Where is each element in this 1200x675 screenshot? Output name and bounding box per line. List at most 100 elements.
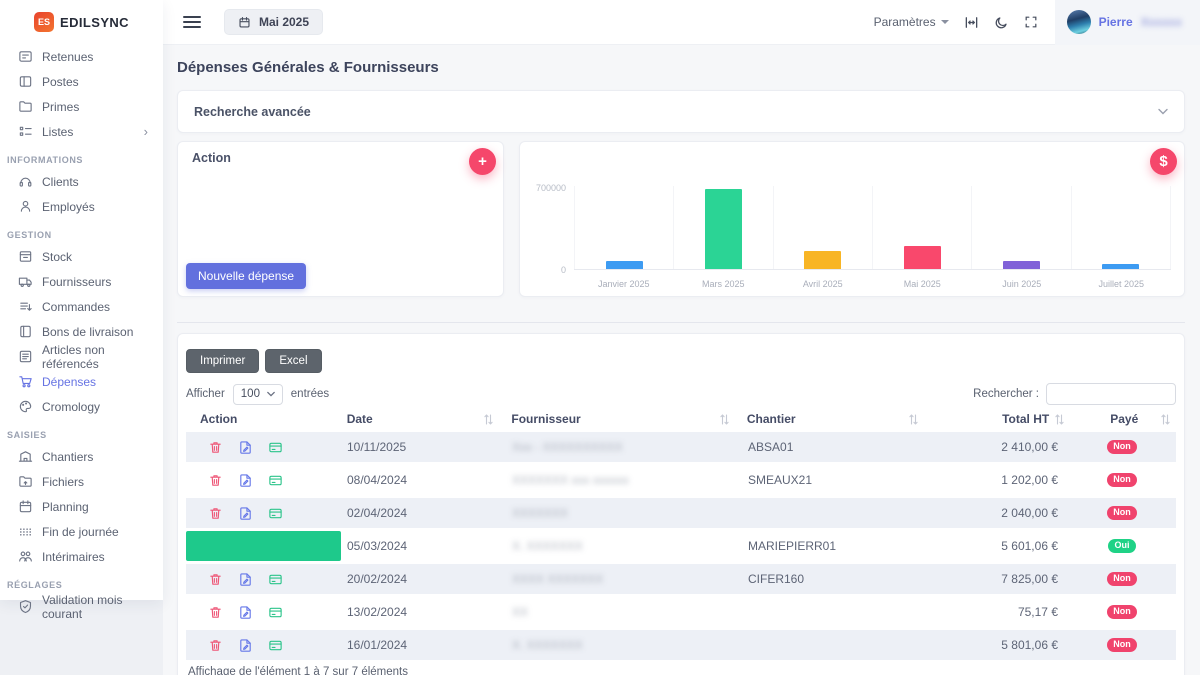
- delete-trash-icon[interactable]: [208, 473, 223, 488]
- cell-paye: Non: [1066, 605, 1178, 619]
- page-size-select[interactable]: 100: [232, 383, 283, 405]
- payment-card-icon[interactable]: [268, 638, 283, 653]
- cell-chantier: SMEAUX21: [748, 473, 813, 487]
- chart-band-mars-2025: [673, 186, 772, 269]
- sidebar-item-depenses[interactable]: Dépenses: [0, 369, 163, 394]
- action-cell: [186, 465, 341, 495]
- sidebar-item-label: Primes: [42, 99, 80, 114]
- column-header-chantier[interactable]: Chantier: [745, 412, 935, 426]
- fullscreen-icon[interactable]: [1024, 15, 1038, 29]
- table-search-label: Rechercher :: [973, 388, 1039, 400]
- table-body: 10/11/2025 Xxx - XXXXXXXXXX ABSA01 2 410,00…: [186, 432, 1176, 660]
- cell-total-ht: 2 410,00 €: [1001, 440, 1058, 454]
- chart-band-janvier-2025: [574, 186, 673, 269]
- sidebar-item-listes[interactable]: Listes ›: [0, 119, 163, 144]
- edit-file-icon[interactable]: [238, 572, 253, 587]
- new-expense-button[interactable]: Nouvelle dépense: [186, 263, 307, 289]
- delete-trash-icon[interactable]: [208, 638, 223, 653]
- user-last-name-masked: Xxxxxx: [1140, 15, 1182, 29]
- chart-bar-mai-2025[interactable]: [903, 246, 941, 269]
- sidebar-item-fichiers[interactable]: Fichiers: [0, 469, 163, 494]
- column-header-fournisseur[interactable]: Fournisseur: [509, 412, 745, 426]
- selected-action-cell[interactable]: [186, 531, 341, 561]
- sidebar-item-chantiers[interactable]: Chantiers: [0, 444, 163, 469]
- chart-bar-juillet-2025[interactable]: [1102, 264, 1140, 269]
- sidebar-item-primes[interactable]: Primes: [0, 94, 163, 119]
- chart-bar-mars-2025[interactable]: [704, 188, 742, 269]
- payment-card-icon[interactable]: [268, 605, 283, 620]
- delete-trash-icon[interactable]: [208, 506, 223, 521]
- add-expense-plus-button[interactable]: +: [469, 148, 496, 175]
- column-header-total-ht[interactable]: Total HT: [934, 412, 1064, 426]
- sidebar-item-employes[interactable]: Employés: [0, 194, 163, 219]
- sidebar-item-fin-de-journee[interactable]: Fin de journée: [0, 519, 163, 544]
- sidebar-item-planning[interactable]: Planning: [0, 494, 163, 519]
- sidebar-item-validation-mois-courant[interactable]: Validation mois courant: [0, 592, 163, 621]
- cell-date: 16/01/2024: [347, 638, 408, 652]
- cell-total-ht: 7 825,00 €: [1001, 572, 1058, 586]
- sidebar-item-articles-non-references[interactable]: Articles non référencés: [0, 343, 163, 371]
- brand-logo[interactable]: ES EDILSYNC: [0, 0, 163, 44]
- money-toggle-button[interactable]: $: [1150, 148, 1177, 175]
- dark-mode-moon-icon[interactable]: [994, 15, 1009, 30]
- sidebar-item-fournisseurs[interactable]: Fournisseurs: [0, 269, 163, 294]
- brand-name: EDILSYNC: [60, 14, 129, 30]
- edit-file-icon[interactable]: [238, 440, 253, 455]
- user-menu[interactable]: Pierre Xxxxxx: [1054, 0, 1200, 45]
- sort-icon: [1055, 413, 1064, 425]
- sidebar-item-stock[interactable]: Stock: [0, 244, 163, 269]
- cell-date: 08/04/2024: [347, 473, 408, 487]
- column-header-action: Action: [186, 412, 341, 426]
- month-picker-button[interactable]: Mai 2025: [224, 9, 324, 35]
- sidebar-item-retenues[interactable]: Retenues: [0, 44, 163, 69]
- sidebar-item-label: Fin de journée: [42, 524, 119, 539]
- edit-file-icon[interactable]: [238, 638, 253, 653]
- column-header-label: Action: [200, 412, 238, 426]
- table-search-input[interactable]: [1046, 383, 1176, 405]
- settings-dropdown[interactable]: Paramètres: [874, 15, 949, 29]
- advanced-search-panel[interactable]: Recherche avancée: [177, 90, 1185, 133]
- sidebar-item-label: Validation mois courant: [42, 592, 123, 621]
- chart-bar-avril-2025[interactable]: [804, 251, 842, 269]
- commandes-icon: [18, 299, 33, 314]
- expenses-table-card: Imprimer Excel Afficher 100 entrées Rech…: [177, 333, 1185, 675]
- edit-file-icon[interactable]: [238, 506, 253, 521]
- delete-trash-icon[interactable]: [208, 440, 223, 455]
- payment-card-icon[interactable]: [268, 473, 283, 488]
- sidebar-item-commandes[interactable]: Commandes: [0, 294, 163, 319]
- sidebar-item-postes[interactable]: Postes: [0, 69, 163, 94]
- payment-card-icon[interactable]: [268, 506, 283, 521]
- cell-fournisseur-masked: Xxx - XXXXXXXXXX: [510, 440, 746, 454]
- delete-trash-icon[interactable]: [208, 572, 223, 587]
- table-row: 16/01/2024 X. XXXXXXX 5 801,06 € Non: [186, 630, 1176, 660]
- chart-bar-juin-2025[interactable]: [1002, 261, 1040, 269]
- payment-card-icon[interactable]: [268, 440, 283, 455]
- edit-file-icon[interactable]: [238, 605, 253, 620]
- sidebar-item-label: Fichiers: [42, 474, 85, 489]
- y-axis-tick-zero: 0: [560, 265, 566, 275]
- menu-toggle-icon[interactable]: [183, 13, 201, 31]
- excel-button[interactable]: Excel: [265, 349, 322, 373]
- x-axis-label: Juin 2025: [1002, 279, 1042, 289]
- sidebar-item-interimaires[interactable]: Intérimaires: [0, 544, 163, 569]
- paid-status-badge: Non: [1107, 572, 1137, 586]
- sidebar-item-cromology[interactable]: Cromology: [0, 394, 163, 419]
- action-cell: [186, 630, 341, 660]
- sidebar-section-saisies: SAISIES: [7, 430, 47, 440]
- print-button[interactable]: Imprimer: [186, 349, 260, 373]
- sidebar-item-label: Bons de livraison: [42, 324, 134, 339]
- delete-trash-icon[interactable]: [208, 605, 223, 620]
- paid-status-badge: Non: [1107, 638, 1137, 652]
- expenses-chart-card: $ 700000 0 Janvier 2025 Mars 2025 Avril 20…: [519, 141, 1185, 297]
- column-header-paye[interactable]: Payé: [1064, 412, 1176, 426]
- column-header-date[interactable]: Date: [341, 412, 510, 426]
- collapse-width-icon[interactable]: [964, 15, 979, 30]
- sidebar-item-label: Planning: [42, 499, 89, 514]
- sidebar-item-label: Dépenses: [42, 374, 97, 389]
- fin-de-journee-icon: [18, 524, 33, 539]
- sidebar-item-clients[interactable]: Clients: [0, 169, 163, 194]
- edit-file-icon[interactable]: [238, 473, 253, 488]
- sidebar-item-bons-de-livraison[interactable]: Bons de livraison: [0, 319, 163, 344]
- chart-bar-janvier-2025[interactable]: [605, 260, 643, 269]
- payment-card-icon[interactable]: [268, 572, 283, 587]
